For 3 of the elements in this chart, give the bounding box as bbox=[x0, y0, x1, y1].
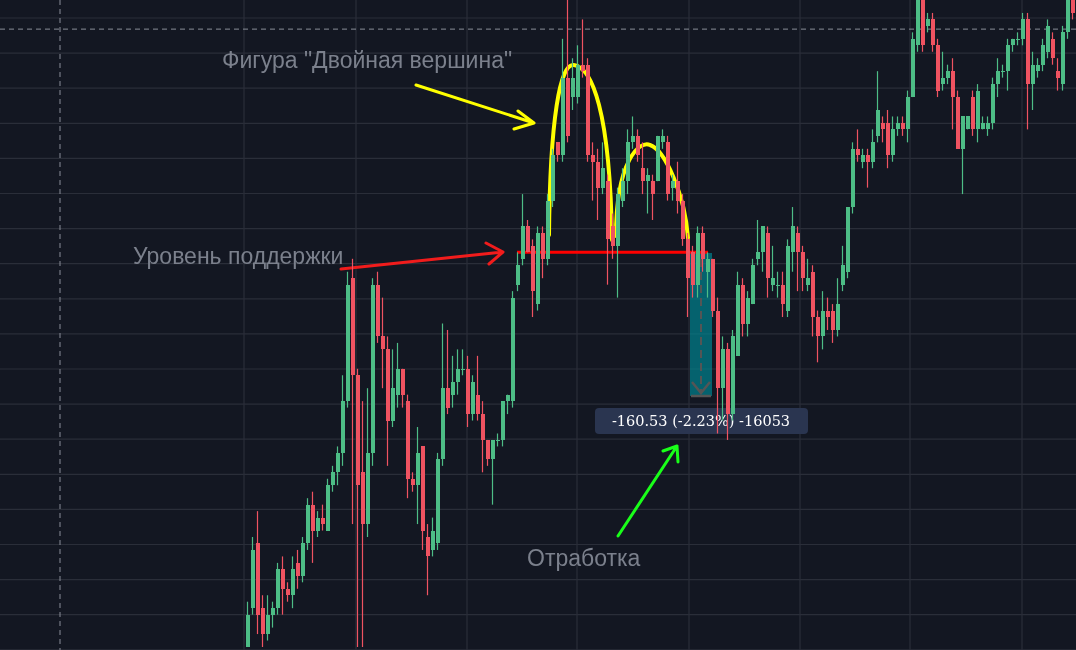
annotation: Отработка bbox=[527, 545, 641, 571]
annotation: Фигура "Двойная вершина" bbox=[222, 47, 513, 73]
annotation: Уровень поддержки bbox=[133, 243, 344, 269]
